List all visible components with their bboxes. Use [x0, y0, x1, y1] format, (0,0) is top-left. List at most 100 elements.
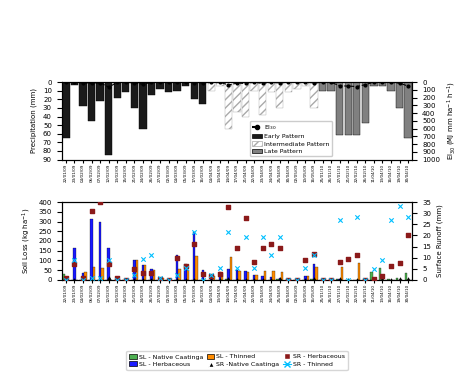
SR - Herbaceous: [225, 204, 232, 210]
Bar: [176, 254, 178, 280]
SR - Thinned: [310, 253, 318, 258]
Bar: [62, 82, 70, 138]
SR - Thinned: [362, 277, 369, 283]
SR - Thinned: [387, 217, 395, 223]
Y-axis label: Surface Runoff (mm): Surface Runoff (mm): [437, 205, 443, 278]
Bar: [259, 82, 266, 115]
Bar: [336, 82, 343, 135]
Bar: [173, 82, 181, 91]
SR -Native Caatinga: [362, 277, 369, 283]
Bar: [345, 82, 352, 135]
SR - Thinned: [122, 277, 129, 283]
SR -Native Caatinga: [71, 277, 78, 283]
Bar: [276, 279, 279, 280]
Bar: [116, 278, 118, 280]
Bar: [310, 279, 313, 280]
SR - Herbaceous: [276, 245, 283, 251]
SR - Herbaceous: [113, 275, 121, 281]
SR - Herbaceous: [284, 277, 292, 283]
SR - Thinned: [79, 277, 87, 283]
Bar: [201, 270, 204, 280]
Bar: [79, 82, 87, 106]
SR - Herbaceous: [96, 199, 104, 205]
SR - Herbaceous: [173, 255, 181, 261]
Bar: [139, 82, 146, 129]
SR - Thinned: [96, 275, 104, 281]
SR -Native Caatinga: [250, 277, 258, 283]
Bar: [302, 82, 309, 87]
Bar: [225, 82, 232, 129]
SR -Native Caatinga: [79, 277, 87, 283]
Bar: [315, 267, 318, 280]
Bar: [161, 278, 164, 280]
Bar: [99, 222, 101, 280]
SR - Herbaceous: [362, 277, 369, 283]
Bar: [225, 279, 227, 280]
Bar: [268, 82, 275, 93]
Bar: [136, 260, 138, 280]
Bar: [238, 271, 241, 280]
Legend: EI$_{30}$, Early Pattern, Intermediate Pattern, Late Pattern: EI$_{30}$, Early Pattern, Intermediate P…: [250, 121, 332, 156]
SR -Native Caatinga: [293, 277, 301, 283]
SR - Thinned: [267, 253, 275, 258]
SR - Herbaceous: [105, 261, 112, 267]
SR - Thinned: [404, 214, 412, 220]
SR - Herbaceous: [62, 275, 70, 281]
SR - Thinned: [173, 272, 181, 278]
SR - Thinned: [345, 277, 352, 283]
Bar: [281, 272, 283, 280]
SR -Native Caatinga: [105, 275, 112, 281]
Bar: [191, 82, 198, 99]
SR - Herbaceous: [387, 263, 395, 269]
Bar: [273, 271, 275, 280]
Bar: [156, 82, 164, 89]
SR -Native Caatinga: [370, 276, 378, 282]
SR - Herbaceous: [191, 241, 198, 247]
SR -Native Caatinga: [336, 276, 344, 282]
SR - Herbaceous: [165, 277, 173, 283]
SR -Native Caatinga: [276, 276, 283, 282]
Bar: [142, 265, 144, 280]
Bar: [71, 82, 78, 85]
SR -Native Caatinga: [199, 277, 207, 283]
SR -Native Caatinga: [113, 277, 121, 283]
Bar: [62, 274, 64, 280]
SR -Native Caatinga: [122, 277, 129, 283]
Bar: [229, 257, 232, 280]
SR - Herbaceous: [156, 276, 164, 282]
Bar: [219, 272, 221, 280]
SR - Herbaceous: [88, 208, 95, 214]
Bar: [212, 276, 215, 280]
Bar: [276, 82, 283, 108]
SR -Native Caatinga: [345, 277, 352, 283]
Bar: [153, 270, 155, 280]
Bar: [404, 82, 412, 138]
SR - Thinned: [208, 272, 215, 278]
Bar: [404, 273, 407, 280]
Bar: [285, 82, 292, 93]
SR - Herbaceous: [336, 259, 344, 265]
SR -Native Caatinga: [284, 277, 292, 283]
Bar: [328, 82, 335, 91]
SR - Thinned: [191, 229, 198, 235]
Bar: [150, 269, 153, 280]
SR -Native Caatinga: [225, 276, 232, 282]
SR -Native Caatinga: [165, 277, 173, 283]
SR - Thinned: [130, 272, 138, 278]
SR - Thinned: [328, 277, 335, 283]
SR - Thinned: [276, 233, 283, 239]
Bar: [73, 248, 76, 280]
Bar: [227, 269, 229, 280]
SR - Thinned: [319, 277, 326, 283]
SR - Herbaceous: [353, 253, 361, 258]
SR -Native Caatinga: [62, 275, 70, 281]
Bar: [250, 82, 258, 91]
Bar: [82, 273, 84, 280]
Bar: [131, 82, 138, 108]
SR - Thinned: [396, 203, 403, 209]
Bar: [396, 82, 403, 108]
SR - Thinned: [284, 277, 292, 283]
SR - Thinned: [156, 275, 164, 280]
SR - Herbaceous: [267, 241, 275, 247]
Bar: [253, 275, 255, 280]
